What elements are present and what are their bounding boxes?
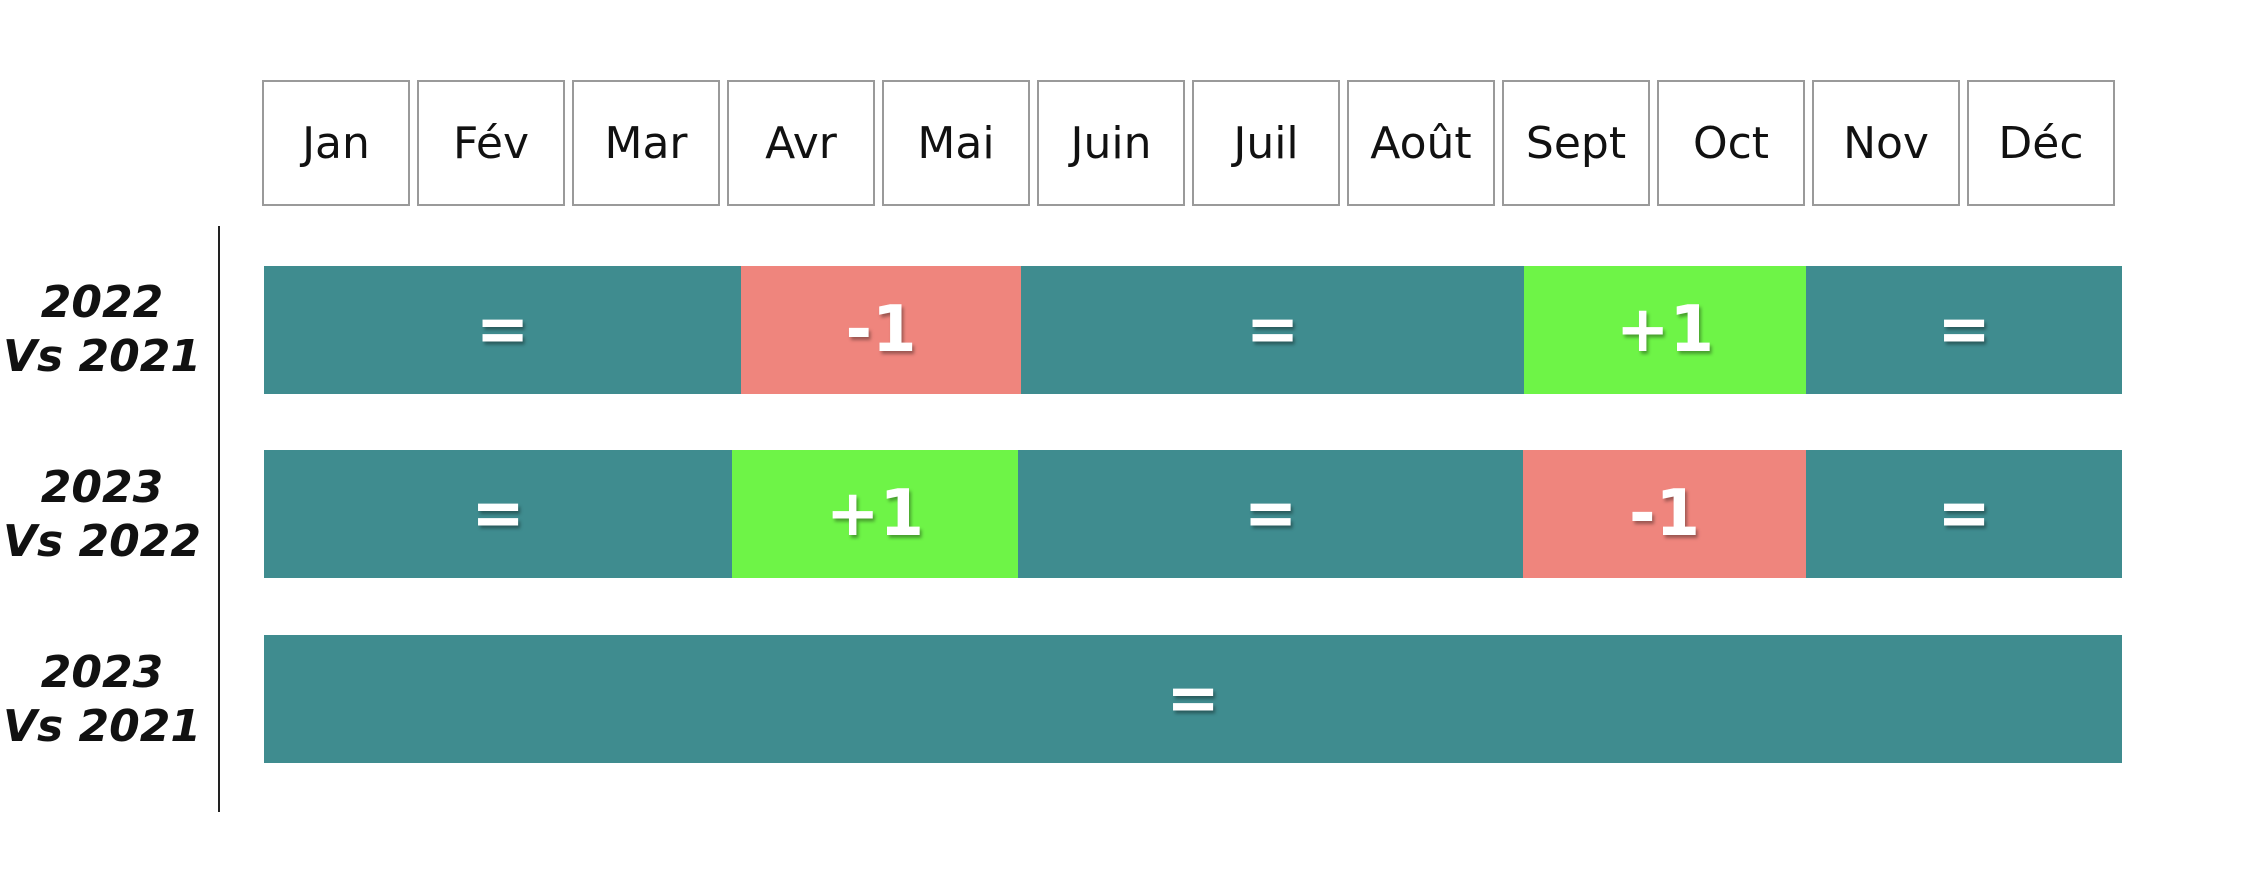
row-label-line1: 2023 [40,462,164,513]
row-label-line1: 2023 [40,647,164,698]
month-aug: Août [1347,80,1495,206]
month-feb: Fév [417,80,565,206]
month-nov: Nov [1812,80,1960,206]
row-label-line1: 2022 [40,277,164,328]
segment-equal: = [264,450,732,578]
row-label-2023-vs-2021: 2023 Vs 2021 [0,646,204,754]
month-jul: Juil [1192,80,1340,206]
month-oct: Oct [1657,80,1805,206]
row-label-2023-vs-2022: 2023 Vs 2022 [0,461,204,569]
comparison-bar-2023-vs-2021: = [264,635,2122,763]
month-jan: Jan [262,80,410,206]
segment-equal: = [1806,450,2122,578]
month-header: Jan Fév Mar Avr Mai Juin Juil Août Sept … [262,80,2115,206]
row-label-line2: Vs 2021 [2,331,202,382]
segment-equal: = [1806,266,2122,394]
month-dec: Déc [1967,80,2115,206]
month-mar: Mar [572,80,720,206]
row-label-line2: Vs 2022 [2,516,202,567]
segment-plus: +1 [732,450,1018,578]
segment-minus: -1 [741,266,1021,394]
month-jun: Juin [1037,80,1185,206]
row-label-2022-vs-2021: 2022 Vs 2021 [0,276,204,384]
segment-equal: = [1021,266,1524,394]
comparison-bar-2023-vs-2022: = +1 = -1 = [264,450,2122,578]
segment-equal: = [1018,450,1523,578]
month-sep: Sept [1502,80,1650,206]
comparison-bar-2022-vs-2021: = -1 = +1 = [264,266,2122,394]
segment-plus: +1 [1524,266,1806,394]
row-axis-line [218,226,220,812]
month-may: Mai [882,80,1030,206]
row-label-line2: Vs 2021 [2,701,202,752]
month-apr: Avr [727,80,875,206]
segment-minus: -1 [1523,450,1806,578]
segment-equal: = [264,266,741,394]
segment-equal: = [264,635,2122,763]
